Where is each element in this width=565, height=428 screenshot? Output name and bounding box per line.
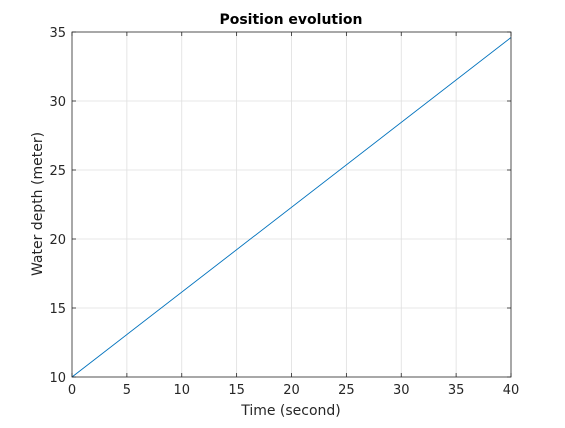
series-line-1 (71, 37, 512, 378)
grid (72, 32, 511, 377)
x-tick-label: 30 (393, 383, 410, 398)
x-tick-label: 0 (68, 383, 76, 398)
x-tick-label: 10 (173, 383, 190, 398)
y-tick-label: 10 (49, 371, 66, 386)
x-tick-label: 20 (283, 383, 300, 398)
x-tick-label: 35 (448, 383, 465, 398)
x-axis-label: Time (second) (240, 403, 341, 419)
y-tick-label: 30 (49, 95, 66, 110)
x-tick-label: 5 (123, 383, 131, 398)
x-tick-label: 25 (338, 383, 355, 398)
y-tick-label: 25 (49, 164, 66, 179)
x-tick-label: 40 (503, 383, 520, 398)
y-tick-label: 20 (49, 233, 66, 248)
chart-title: Position evolution (219, 12, 362, 28)
y-axis-label: Water depth (meter) (30, 132, 46, 276)
x-tick-label: 15 (228, 383, 245, 398)
ticks: 0 5 10 15 20 25 30 35 40 10 15 20 25 30 35 (49, 26, 519, 398)
series-layer (71, 37, 512, 378)
y-tick-label: 15 (49, 302, 66, 317)
y-tick-label: 35 (49, 26, 66, 41)
